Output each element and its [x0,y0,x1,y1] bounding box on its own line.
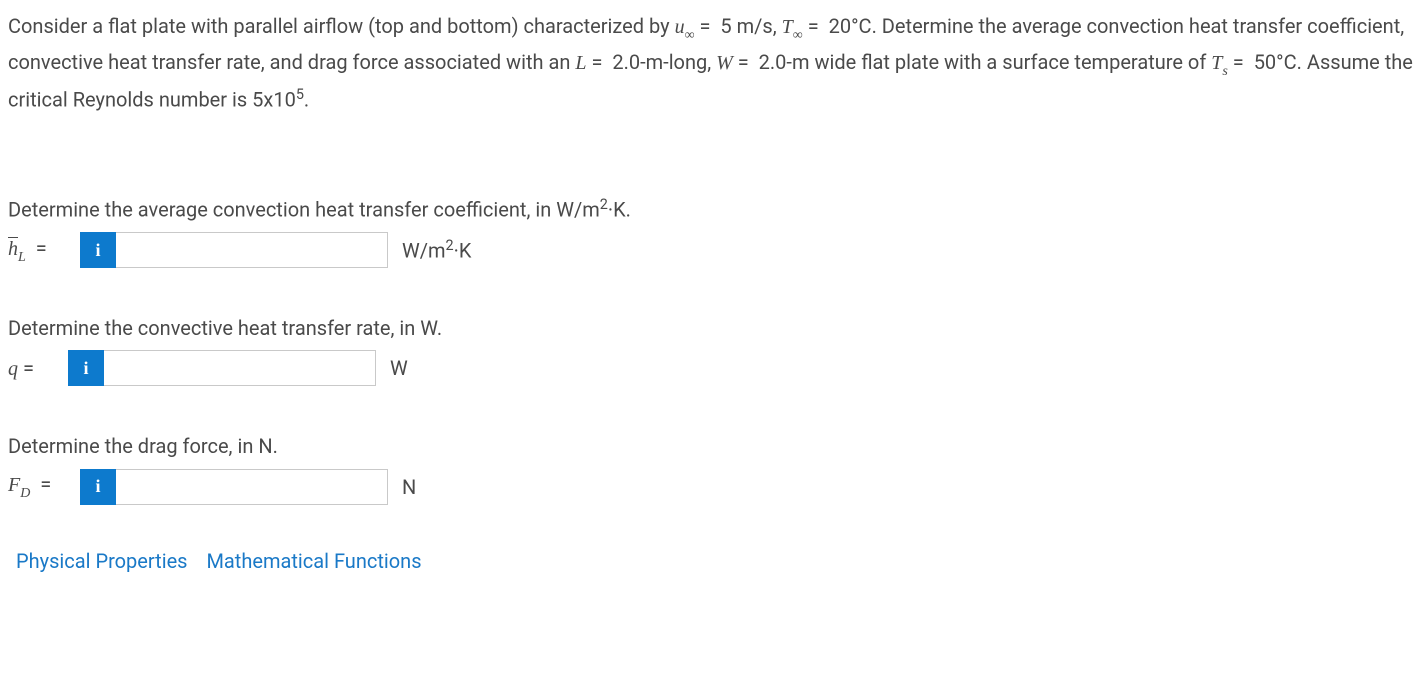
question-block-q: Determine the convective heat transfer r… [8,312,1415,386]
link-physical-properties[interactable]: Physical Properties [16,549,188,573]
answer-input-hL[interactable] [116,232,388,268]
question-prompt: Determine the drag force, in N. [8,430,1415,462]
info-icon[interactable]: i [80,469,116,505]
question-block-h: Determine the average convection heat tr… [8,193,1415,268]
variable-label-hL: hL = [8,232,80,268]
answer-row: FD = i N [8,468,1415,504]
answer-input-FD[interactable] [116,469,388,505]
question-prompt: Determine the average convection heat tr… [8,193,1415,226]
variable-label-FD: FD = [8,468,80,504]
variable-label-q: q = [8,352,68,385]
unit-label: N [388,471,416,503]
unit-label: W/m2·K [388,234,471,267]
problem-statement: Consider a flat plate with parallel airf… [8,10,1415,115]
question-block-fd: Determine the drag force, in N. FD = i N [8,430,1415,504]
answer-row: hL = i W/m2·K [8,232,1415,268]
unit-label: W [376,352,408,384]
info-icon[interactable]: i [68,350,104,386]
answer-input-q[interactable] [104,350,376,386]
question-prompt: Determine the convective heat transfer r… [8,312,1415,344]
info-icon[interactable]: i [80,232,116,268]
link-mathematical-functions[interactable]: Mathematical Functions [206,549,421,573]
reference-links: Physical Properties Mathematical Functio… [8,545,1415,577]
answer-row: q = i W [8,350,1415,386]
